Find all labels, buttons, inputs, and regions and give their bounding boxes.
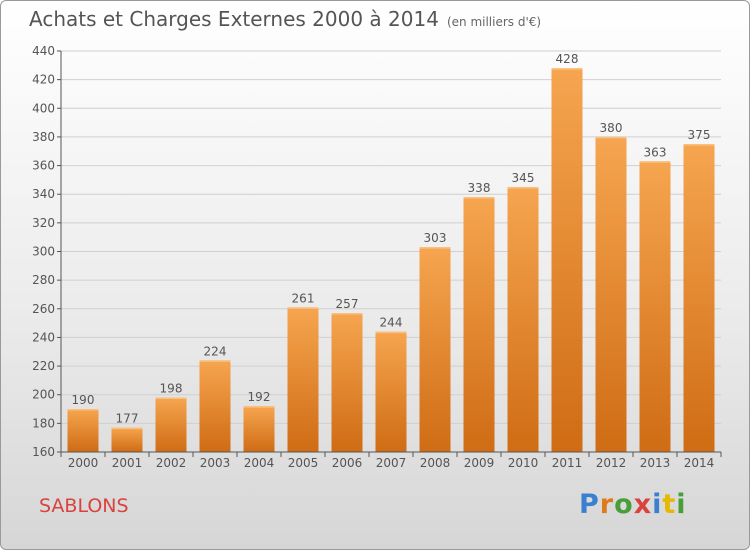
- x-tick-label: 2002: [156, 456, 187, 470]
- y-tick-label: 180: [32, 416, 55, 430]
- bar-2012: [595, 136, 627, 452]
- x-tick-label: 2014: [684, 456, 715, 470]
- data-label: 224: [204, 344, 227, 358]
- bar-highlight: [551, 68, 583, 70]
- x-tick-label: 2010: [508, 456, 539, 470]
- y-tick-label: 380: [32, 130, 55, 144]
- data-labels: 190 177 198 224 192 261 257 244 303 338 345 428 380 3…: [72, 52, 711, 425]
- bar-highlight: [375, 331, 407, 334]
- x-tick-label: 2007: [376, 456, 407, 470]
- bar-2009: [463, 197, 495, 452]
- x-tick-label: 2005: [288, 456, 319, 470]
- y-tick-label: 260: [32, 302, 55, 316]
- y-tick-label: 360: [32, 159, 55, 173]
- data-label: 375: [688, 128, 711, 142]
- bar-highlight: [507, 187, 539, 189]
- y-tick-label: 220: [32, 359, 55, 373]
- x-tick-label: 2000: [68, 456, 99, 470]
- x-tick-label: 2001: [112, 456, 143, 470]
- x-tick-label: 2004: [244, 456, 275, 470]
- y-tick-label: 160: [32, 445, 55, 459]
- data-label: 363: [644, 145, 667, 159]
- bar-2002: [155, 397, 187, 452]
- brand-letter: r: [599, 489, 615, 520]
- data-label: 338: [468, 181, 491, 195]
- y-tick-label: 420: [32, 73, 55, 87]
- brand-letter: x: [633, 489, 653, 520]
- bar-2013: [639, 161, 671, 452]
- y-tick-label: 320: [32, 216, 55, 230]
- bar-highlight: [463, 197, 495, 199]
- bar-highlight: [419, 247, 451, 249]
- data-label: 190: [72, 393, 95, 407]
- x-tick-label: 2013: [640, 456, 671, 470]
- brand-letter: i: [652, 489, 663, 520]
- x-tick-label: 2003: [200, 456, 231, 470]
- bar-highlight: [67, 409, 99, 411]
- y-tick-label: 300: [32, 245, 55, 259]
- brand-letter: i: [676, 489, 687, 520]
- x-tick-label: 2008: [420, 456, 451, 470]
- bar-2003: [199, 360, 231, 452]
- bar-highlight: [287, 307, 319, 309]
- bar-2007: [375, 331, 407, 452]
- x-tick-label: 2011: [552, 456, 583, 470]
- y-axis-ticks: 160 180 200 220 240 260 280 300 320 340 360 380 400 4…: [32, 44, 61, 459]
- x-tick-label: 2012: [596, 456, 627, 470]
- bars: [67, 68, 715, 452]
- bar-2014: [683, 144, 715, 452]
- bar-highlight: [683, 144, 715, 146]
- bar-highlight: [155, 397, 187, 400]
- x-tick-label: 2009: [464, 456, 495, 470]
- data-label: 345: [512, 171, 535, 185]
- data-label: 428: [556, 52, 579, 66]
- bar-2005: [287, 307, 319, 452]
- bar-highlight: [111, 427, 143, 430]
- data-label: 257: [336, 297, 359, 311]
- data-label: 192: [248, 390, 271, 404]
- bar-highlight: [243, 406, 275, 408]
- y-tick-label: 400: [32, 101, 55, 115]
- data-label: 177: [116, 412, 139, 426]
- bar-2011: [551, 68, 583, 452]
- x-tick-label: 2006: [332, 456, 363, 470]
- bar-2004: [243, 406, 275, 452]
- brand-letter: o: [614, 489, 634, 520]
- bar-highlight: [199, 360, 231, 362]
- proxiti-logo[interactable]: Proxiti: [579, 489, 687, 520]
- y-tick-label: 440: [32, 44, 55, 58]
- y-tick-label: 240: [32, 330, 55, 344]
- data-label: 198: [160, 382, 183, 396]
- chart-title-text: Achats et Charges Externes 2000 à 2014: [29, 7, 439, 31]
- bar-2000: [67, 409, 99, 452]
- data-label: 303: [424, 231, 447, 245]
- bar-highlight: [639, 161, 671, 163]
- data-label: 261: [292, 291, 315, 305]
- chart-title: Achats et Charges Externes 2000 à 2014 (e…: [29, 7, 541, 31]
- data-label: 244: [380, 316, 403, 330]
- bar-2001: [111, 427, 143, 452]
- data-label: 380: [600, 121, 623, 135]
- city-name: SABLONS: [39, 495, 129, 517]
- brand-letter: P: [579, 489, 600, 520]
- bar-highlight: [331, 313, 363, 315]
- y-tick-label: 200: [32, 388, 55, 402]
- y-tick-label: 280: [32, 273, 55, 287]
- y-tick-label: 340: [32, 187, 55, 201]
- bar-highlight: [595, 136, 627, 139]
- bar-2006: [331, 313, 363, 452]
- brand-letter: t: [662, 489, 677, 520]
- bar-2010: [507, 187, 539, 452]
- bar-2008: [419, 247, 451, 452]
- x-axis-ticks: 2000 2001 2002 2003 2004 2005 2006 2007 2008 2009…: [60, 452, 722, 470]
- chart-subtitle: (en milliers d'€): [446, 15, 542, 29]
